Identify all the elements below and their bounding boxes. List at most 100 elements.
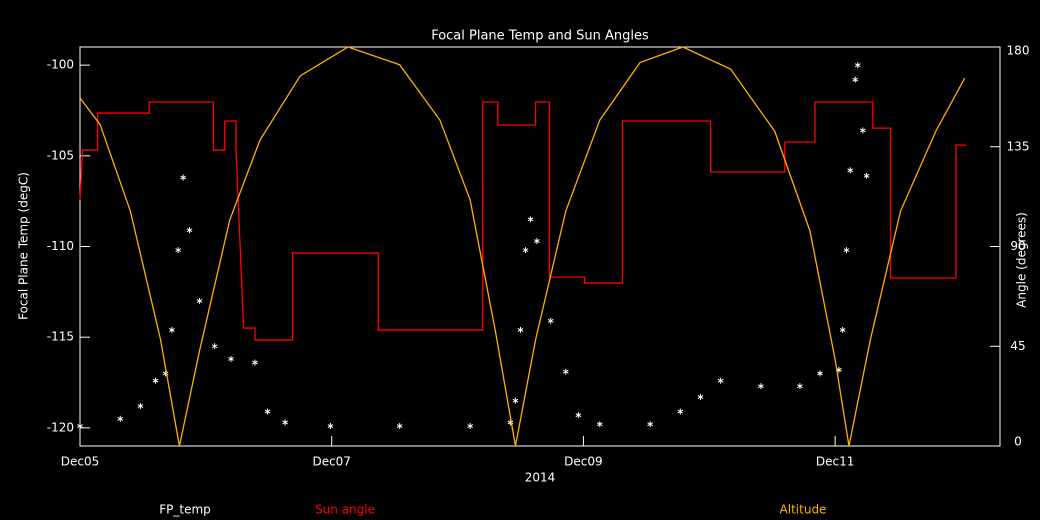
data-point xyxy=(264,408,271,415)
series-line xyxy=(79,101,967,341)
asterisk-stroke xyxy=(327,424,334,428)
asterisk-stroke xyxy=(186,228,193,233)
asterisk-stroke xyxy=(843,248,850,253)
data-point xyxy=(547,317,554,324)
x-tick-label: Dec09 xyxy=(564,455,603,469)
asterisk-stroke xyxy=(596,422,603,427)
asterisk-stroke xyxy=(162,371,169,376)
asterisk-stroke xyxy=(517,327,524,332)
asterisk-stroke xyxy=(264,409,271,414)
asterisk-stroke xyxy=(152,378,159,383)
data-point xyxy=(575,412,582,419)
data-point xyxy=(562,368,569,375)
data-point xyxy=(180,174,187,181)
asterisk-stroke xyxy=(117,416,124,421)
data-point xyxy=(175,247,182,254)
plot-frame xyxy=(79,46,1001,447)
asterisk-stroke xyxy=(396,424,403,428)
asterisk-stroke xyxy=(77,424,83,428)
x-tick-label: Dec05 xyxy=(61,455,100,469)
y2-tick-label: 45 xyxy=(1010,339,1025,353)
y-tick-label: -110 xyxy=(47,239,74,253)
y2-tick-label: 0 xyxy=(1014,435,1022,449)
data-point xyxy=(467,423,474,430)
asterisk-stroke xyxy=(169,327,175,332)
asterisk-stroke xyxy=(282,420,289,425)
asterisk-stroke xyxy=(852,77,859,82)
data-point xyxy=(512,397,519,404)
asterisk-stroke xyxy=(533,239,540,243)
legend-label: Altitude xyxy=(780,503,827,517)
data-point xyxy=(196,297,203,304)
x-tick-label: Dec07 xyxy=(312,455,351,469)
data-point xyxy=(797,383,803,390)
asterisk-stroke xyxy=(527,217,534,222)
data-point xyxy=(152,377,159,384)
y-axis-label: Focal Plane Temp (degC) xyxy=(17,172,31,320)
data-point xyxy=(677,408,684,415)
asterisk-stroke xyxy=(697,395,704,399)
y2-tick-label: 180 xyxy=(1007,44,1030,58)
data-point xyxy=(533,238,540,245)
data-point xyxy=(211,343,218,350)
asterisk-stroke xyxy=(859,128,866,133)
data-point xyxy=(647,421,653,428)
y-tick-label: -115 xyxy=(47,330,74,344)
data-point xyxy=(282,419,289,426)
asterisk-stroke xyxy=(252,360,258,365)
asterisk-stroke xyxy=(863,173,870,178)
y2-tick-label: 135 xyxy=(1007,139,1030,153)
data-point xyxy=(252,359,258,366)
data-point xyxy=(863,172,870,179)
data-point xyxy=(228,355,234,362)
data-point xyxy=(327,423,334,430)
asterisk-stroke xyxy=(847,168,854,173)
data-point xyxy=(859,127,866,134)
data-point xyxy=(137,403,144,410)
data-point xyxy=(117,415,124,422)
data-point xyxy=(186,227,193,234)
legend-label: FP_temp xyxy=(159,503,211,517)
data-point xyxy=(717,377,724,384)
data-point xyxy=(758,383,764,390)
asterisk-stroke xyxy=(522,248,529,253)
asterisk-stroke xyxy=(137,404,144,409)
asterisk-stroke xyxy=(758,384,764,389)
asterisk-stroke xyxy=(175,248,182,253)
data-point xyxy=(77,423,83,430)
y-tick-label: -105 xyxy=(47,148,74,162)
asterisk-stroke xyxy=(228,357,234,361)
asterisk-stroke xyxy=(575,413,582,418)
data-point xyxy=(522,247,529,254)
asterisk-stroke xyxy=(507,420,514,425)
asterisk-stroke xyxy=(562,369,569,374)
asterisk-stroke xyxy=(196,298,203,303)
data-point xyxy=(396,423,403,430)
x-tick-label: Dec11 xyxy=(816,455,855,469)
data-point xyxy=(854,62,861,69)
chart-title: Focal Plane Temp and Sun Angles xyxy=(431,29,649,44)
asterisk-stroke xyxy=(677,409,684,414)
series-line xyxy=(79,46,966,447)
asterisk-stroke xyxy=(180,175,187,180)
data-point xyxy=(817,370,823,377)
data-point xyxy=(697,394,704,401)
data-point xyxy=(596,421,603,428)
y-tick-label: -120 xyxy=(47,420,74,434)
asterisk-stroke xyxy=(797,384,803,389)
data-point xyxy=(843,247,850,254)
data-point xyxy=(527,216,534,223)
y-tick-label: -100 xyxy=(47,58,74,72)
y2-axis-label: Angle (degrees) xyxy=(1015,212,1029,308)
legend-label: Sun angle xyxy=(315,503,375,517)
asterisk-stroke xyxy=(512,398,519,403)
data-point xyxy=(839,326,846,333)
asterisk-stroke xyxy=(211,344,218,349)
data-point xyxy=(847,167,854,174)
asterisk-stroke xyxy=(839,327,846,332)
data-point xyxy=(517,326,524,333)
y2-tick-label: 90 xyxy=(1010,239,1025,253)
data-point xyxy=(169,326,175,333)
asterisk-stroke xyxy=(717,378,724,383)
